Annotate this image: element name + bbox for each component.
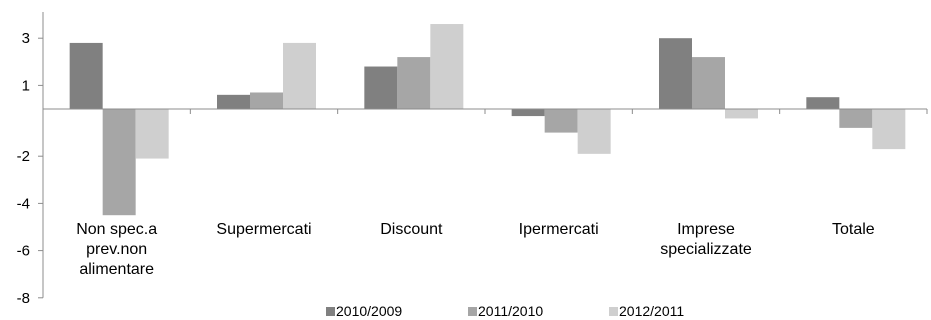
category-label: Totale bbox=[832, 221, 875, 238]
bar-2012-2011-1 bbox=[283, 42, 316, 109]
bar-2012-2011-4 bbox=[725, 109, 758, 119]
bar-2011-2010-1 bbox=[250, 92, 283, 109]
y-tick-label: -8 bbox=[17, 290, 30, 307]
legend-label: 2012/2011 bbox=[619, 303, 684, 319]
bar-2010-2009-1 bbox=[217, 94, 250, 109]
bar-2012-2011-2 bbox=[430, 24, 464, 109]
bar-2011-2010-3 bbox=[544, 109, 578, 133]
bar-2012-2011-5 bbox=[872, 109, 906, 150]
legend-label: 2011/2010 bbox=[478, 303, 543, 319]
bar-2011-2010-2 bbox=[397, 57, 431, 109]
bar-2011-2010-4 bbox=[692, 57, 725, 109]
bar-2010-2009-4 bbox=[659, 38, 692, 110]
bars bbox=[69, 24, 906, 216]
category-label: Supermercati bbox=[216, 221, 311, 238]
legend-swatch bbox=[609, 307, 618, 316]
y-tick-label: 3 bbox=[22, 30, 30, 47]
legend-label: 2010/2009 bbox=[336, 303, 402, 319]
bar-2010-2009-3 bbox=[511, 109, 545, 117]
bar-2010-2009-5 bbox=[806, 97, 840, 109]
category-label: specializzate bbox=[660, 241, 752, 258]
y-tick-label: -4 bbox=[17, 195, 30, 212]
legend: 2010/2009 2011/2010 2012/2011 bbox=[326, 303, 684, 319]
y-axis: 3 1 -2 -4 -6 -8 bbox=[17, 12, 44, 307]
bar-2012-2011-3 bbox=[577, 109, 611, 154]
bar-2011-2010-5 bbox=[839, 109, 873, 128]
category-labels: Non spec.a prev.non alimentare Supermercati… bbox=[76, 221, 875, 278]
category-label: Ipermercati bbox=[519, 221, 599, 238]
category-label: alimentare bbox=[79, 261, 154, 278]
legend-swatch bbox=[468, 307, 477, 316]
bar-2010-2009-0 bbox=[69, 42, 103, 109]
bar-2010-2009-2 bbox=[364, 66, 398, 109]
bar-2011-2010-0 bbox=[102, 109, 136, 216]
y-tick-label: -6 bbox=[17, 243, 30, 260]
bar-2012-2011-0 bbox=[135, 109, 169, 159]
category-label: Non spec.a bbox=[76, 221, 157, 238]
legend-swatch bbox=[326, 307, 335, 316]
x-axis bbox=[42, 108, 928, 114]
y-tick-label: 1 bbox=[22, 77, 30, 94]
category-label: prev.non bbox=[86, 241, 147, 258]
category-label: Discount bbox=[380, 221, 443, 238]
category-label: Imprese bbox=[677, 221, 735, 238]
y-tick-label: -2 bbox=[17, 148, 30, 165]
